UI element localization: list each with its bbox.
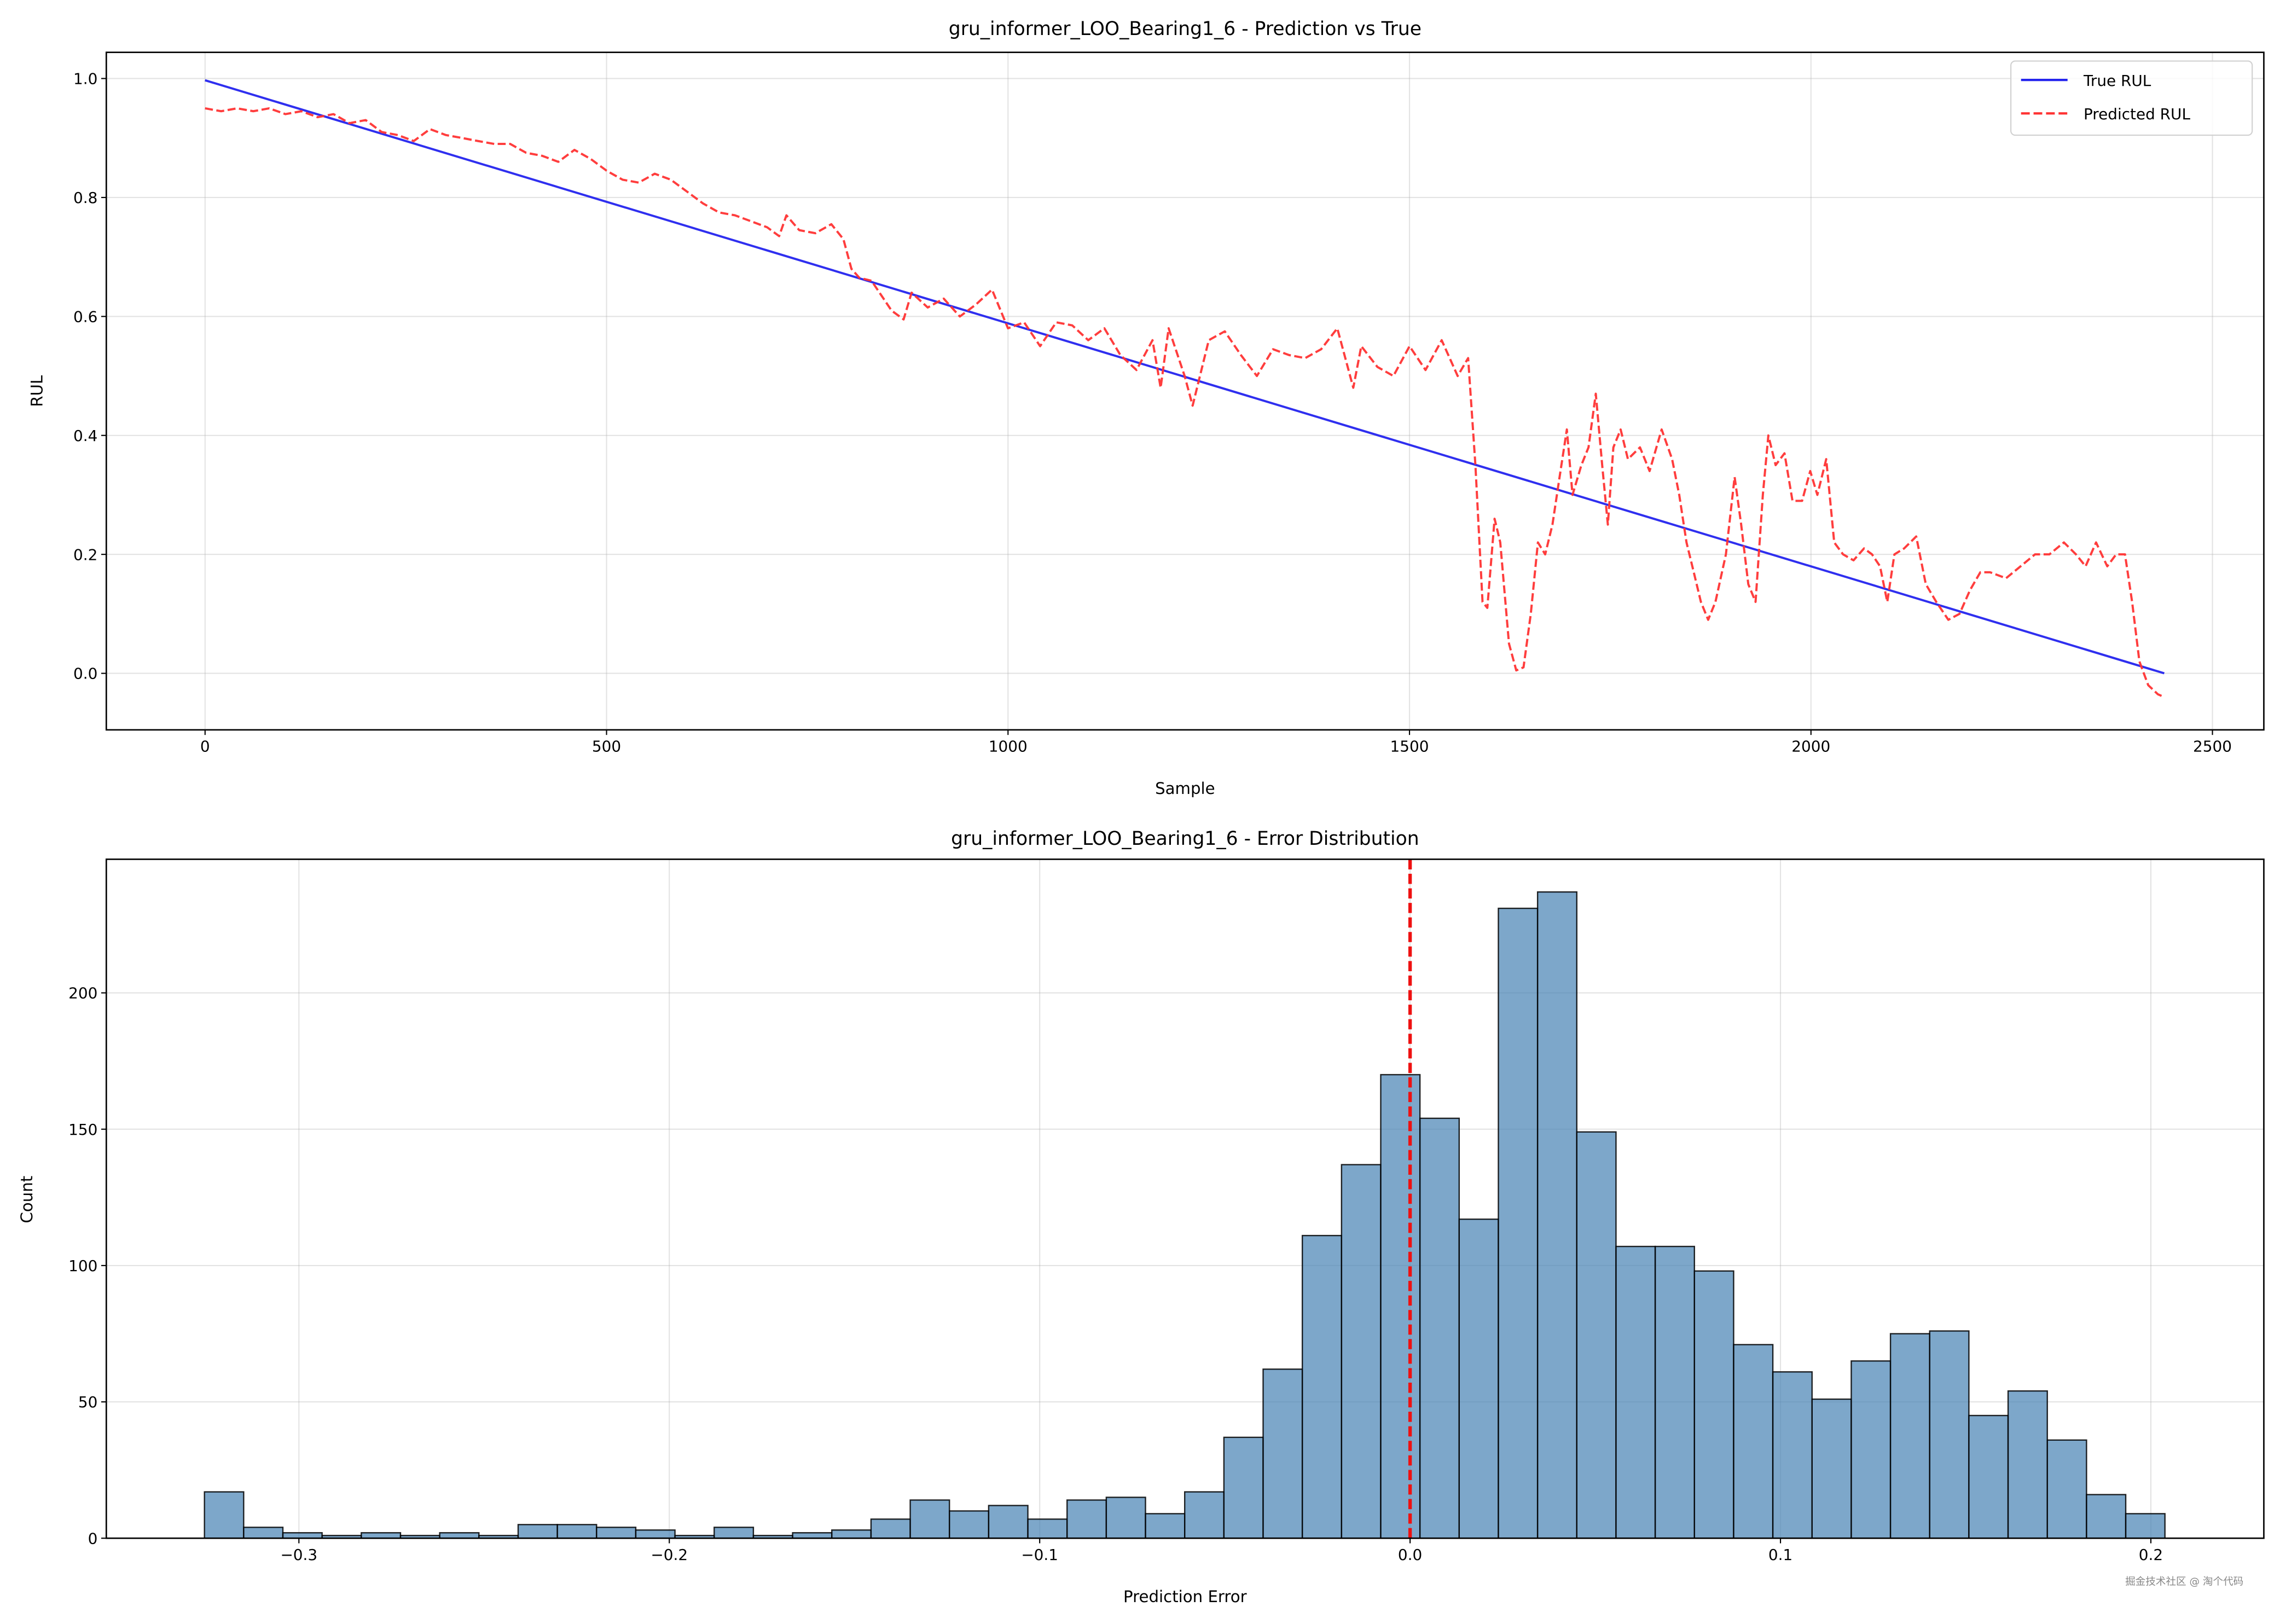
y-tick-label: 0.8: [73, 189, 97, 207]
histogram-bar: [2046, 1439, 2087, 1539]
x-tick-label: −0.1: [1021, 1546, 1058, 1564]
predicted-rul-line: [205, 107, 2165, 698]
histogram-bar: [2086, 1494, 2127, 1539]
histogram-bar: [2125, 1513, 2166, 1539]
histogram-bar: [361, 1532, 402, 1539]
histogram-bars: [204, 891, 2166, 1539]
y-tick-label: 150: [68, 1121, 97, 1139]
histogram-bar: [1536, 891, 1577, 1539]
histogram-bar: [204, 1491, 245, 1539]
histogram-bar: [556, 1524, 597, 1539]
histogram-bar: [831, 1529, 872, 1539]
histogram-bar: [243, 1527, 284, 1539]
error-distribution-chart: −0.3 −0.2 −0.1 0.0 0.1 0.2 0 50 100 150 200 gru_in…: [18, 828, 2265, 1606]
histogram-bar: [1693, 1270, 1734, 1539]
legend-label-true-rul: True RUL: [2083, 72, 2151, 90]
x-tick-label: 2000: [1791, 738, 1830, 756]
x-tick-label: 0.1: [1768, 1546, 1792, 1564]
histogram-bar: [1145, 1513, 1186, 1539]
histogram-bar: [1615, 1245, 1656, 1539]
histogram-bar: [988, 1505, 1029, 1539]
legend: True RUL Predicted RUL: [2010, 60, 2253, 136]
histogram-bar: [282, 1532, 323, 1539]
watermark: 掘金技术社区 @ 淘个代码: [2125, 1576, 2243, 1587]
axes-frame: [105, 859, 2265, 1539]
histogram-bar: [1850, 1360, 1892, 1539]
histogram-bar: [1419, 1117, 1460, 1539]
legend-label-predicted-rul: Predicted RUL: [2084, 105, 2190, 123]
legend-box: [2010, 60, 2253, 136]
y-tick-label: 200: [68, 984, 97, 1002]
histogram-bar: [1380, 1074, 1421, 1539]
axes-frame: [105, 51, 2265, 731]
y-tick-label: 100: [68, 1257, 97, 1275]
histogram-bar: [1105, 1497, 1146, 1539]
histogram-bar: [1733, 1344, 1774, 1539]
histogram-bar: [1968, 1414, 2009, 1539]
y-tick-label: 0: [88, 1529, 98, 1547]
y-tick-label: 0.4: [73, 427, 97, 445]
x-tick-label: 0: [200, 738, 210, 756]
histogram-bar: [949, 1510, 990, 1539]
histogram-bar: [1066, 1499, 1107, 1539]
histogram-bar: [439, 1532, 480, 1539]
y-tick-label: 0.2: [73, 546, 97, 564]
y-tick-label: 0.6: [73, 308, 97, 326]
ticks: 0 500 1000 1500 2000 2500 0.0 0.2 0.4 0.6 0.8 1.0: [73, 70, 2232, 756]
histogram-bar: [1811, 1398, 1852, 1539]
y-axis-label: Count: [18, 1176, 36, 1223]
x-tick-label: 500: [592, 738, 621, 756]
histogram-bar: [1223, 1436, 1264, 1539]
histogram-bar: [596, 1527, 637, 1539]
y-tick-label: 50: [78, 1393, 97, 1411]
histogram-bar: [1498, 907, 1539, 1539]
x-tick-label: −0.2: [651, 1546, 688, 1564]
histogram-bar: [792, 1532, 833, 1539]
histogram-bar: [517, 1524, 558, 1539]
ticks: −0.3 −0.2 −0.1 0.0 0.1 0.2 0 50 100 150 200: [68, 984, 2163, 1564]
x-axis-label: Sample: [1155, 779, 1215, 798]
histogram-bar: [713, 1527, 755, 1539]
x-axis-label: Prediction Error: [1123, 1587, 1248, 1606]
histogram-bar: [1654, 1245, 1695, 1539]
histogram-bar: [2007, 1390, 2048, 1539]
histogram-bar: [909, 1499, 950, 1539]
chart-title: gru_informer_LOO_Bearing1_6 - Prediction…: [949, 18, 1422, 40]
histogram-bar: [1341, 1164, 1382, 1539]
histogram-bar: [1027, 1518, 1068, 1539]
x-tick-label: 0.2: [2139, 1546, 2163, 1564]
y-tick-label: 1.0: [73, 70, 97, 88]
x-tick-label: 2500: [2193, 738, 2232, 756]
prediction-vs-true-chart: 0 500 1000 1500 2000 2500 0.0 0.2 0.4 0.6 0.8 1.0 g…: [27, 18, 2265, 798]
histogram-bar: [1929, 1330, 1970, 1539]
x-tick-label: 1000: [989, 738, 1028, 756]
y-axis-label: RUL: [27, 375, 46, 407]
histogram-bar: [1772, 1371, 1813, 1539]
histogram-bar: [1458, 1218, 1499, 1539]
chart-title: gru_informer_LOO_Bearing1_6 - Error Dist…: [951, 828, 1419, 850]
histogram-bar: [1183, 1491, 1225, 1539]
y-tick-label: 0.0: [73, 665, 97, 683]
x-tick-label: −0.3: [280, 1546, 317, 1564]
x-tick-label: 1500: [1390, 738, 1429, 756]
histogram-bar: [870, 1518, 911, 1539]
histogram-bar: [1889, 1333, 1930, 1539]
grid: [106, 52, 2264, 730]
series-lines: [205, 79, 2165, 698]
histogram-bar: [1576, 1131, 1617, 1539]
histogram-bar: [635, 1529, 676, 1539]
histogram-bar: [1301, 1234, 1343, 1539]
x-tick-label: 0.0: [1398, 1546, 1422, 1564]
histogram-bar: [1262, 1368, 1303, 1539]
